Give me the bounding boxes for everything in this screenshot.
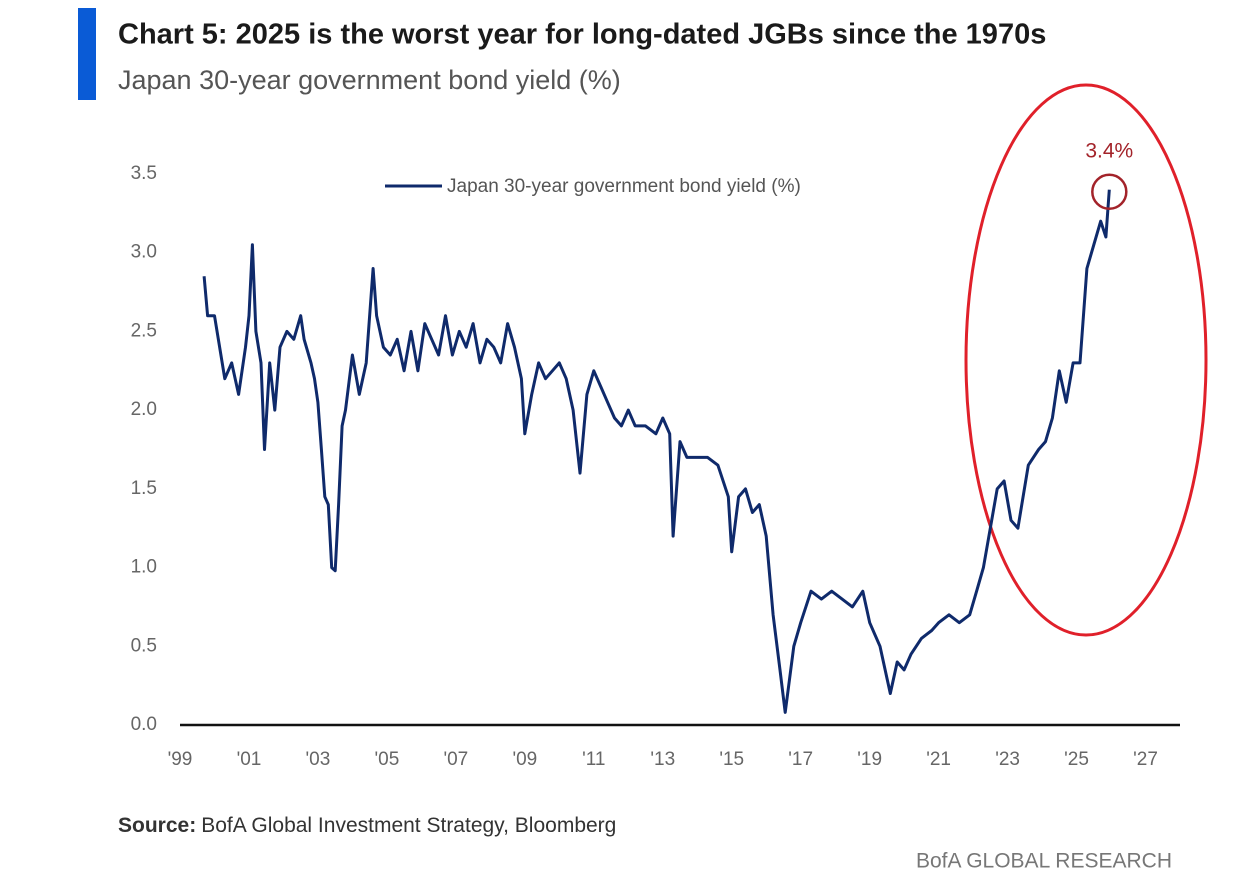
annotation: 3.4%: [1085, 139, 1133, 162]
y-tick-label: 3.0: [131, 242, 157, 263]
x-tick-label: '99: [168, 749, 193, 770]
legend-label: Japan 30-year government bond yield (%): [447, 176, 801, 197]
data-line: [202, 189, 1111, 714]
x-tick-label: '23: [995, 749, 1020, 770]
y-tick-label: 0.0: [131, 714, 157, 735]
branding: BofA GLOBAL RESEARCH: [916, 850, 1172, 873]
source: Source: BofA Global Investment Strategy, …: [118, 814, 616, 837]
highlight-circle: [1091, 173, 1128, 210]
x-tick-label: '05: [375, 749, 400, 770]
source-label: Source:: [118, 814, 196, 837]
y-tick-label: 2.0: [131, 399, 157, 420]
x-tick-label: '21: [926, 749, 951, 770]
highlight-ellipse: [964, 83, 1208, 637]
accent-bar: [78, 8, 96, 100]
x-tick-label: '03: [306, 749, 331, 770]
x-tick-label: '19: [857, 749, 882, 770]
y-tick-label: 1.5: [131, 478, 157, 499]
x-tick-label: '01: [237, 749, 262, 770]
x-tick-label: '17: [788, 749, 813, 770]
y-tick-label: 0.5: [131, 635, 157, 656]
x-tick-label: '15: [719, 749, 744, 770]
source-text: BofA Global Investment Strategy, Bloombe…: [201, 814, 616, 837]
y-tick-label: 1.0: [131, 557, 157, 578]
x-tick-label: '27: [1133, 749, 1158, 770]
y-tick-label: 2.5: [131, 320, 157, 341]
x-tick-label: '09: [512, 749, 537, 770]
x-tick-label: '07: [443, 749, 468, 770]
x-tick-label: '11: [582, 749, 605, 770]
chart-subtitle: Japan 30-year government bond yield (%): [118, 65, 621, 95]
chart-title: Chart 5: 2025 is the worst year for long…: [118, 19, 1046, 51]
x-tick-label: '13: [650, 749, 675, 770]
y-tick-label: 3.5: [131, 163, 157, 184]
x-tick-label: '25: [1064, 749, 1089, 770]
